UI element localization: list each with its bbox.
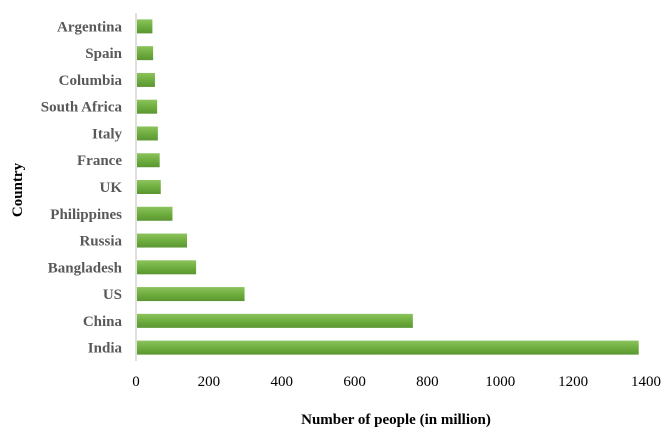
category-label-bangladesh: Bangladesh [48,260,123,276]
category-label-south-africa: South Africa [41,100,123,116]
x-tick-label: 1000 [485,374,515,390]
bar-china [137,313,413,328]
bar-france [137,153,160,168]
bar-argentina [137,19,153,34]
x-tick-label: 200 [198,374,221,390]
bars-layer [137,19,639,355]
category-label-china: China [83,314,123,330]
x-tick-labels: 0 200 400 600 800 1000 1200 1400 [132,374,661,390]
x-tick-label: 1400 [631,374,661,390]
x-axis-title: Number of people (in million) [301,412,491,428]
bar-philippines [137,206,173,221]
x-tick-label: 800 [416,374,439,390]
bar-bangladesh [137,260,197,275]
bar-russia [137,233,187,248]
bar-india [137,340,639,355]
bar-spain [137,46,154,61]
bar-italy [137,126,158,141]
category-label-us: US [103,287,122,303]
category-label-india: India [88,341,123,357]
bar-uk [137,180,161,194]
category-label-argentina: Argentina [57,19,122,35]
category-label-uk: UK [100,180,123,196]
category-label-france: France [77,153,122,169]
category-labels: India China US Bangladesh Russia Philippines U… [41,19,123,356]
bar-us [137,287,245,302]
category-label-columbia: Columbia [59,73,123,89]
category-label-russia: Russia [79,234,122,250]
y-axis-title: Country [10,162,26,217]
category-label-philippines: Philippines [50,207,122,223]
x-tick-label: 1200 [558,374,588,390]
bar-south-africa [137,99,158,114]
bar-columbia [137,72,155,87]
x-tick-label: 400 [270,374,293,390]
category-label-italy: Italy [92,126,123,142]
x-tick-label: 600 [343,374,366,390]
category-label-spain: Spain [85,46,122,62]
x-tick-label: 0 [132,374,140,390]
